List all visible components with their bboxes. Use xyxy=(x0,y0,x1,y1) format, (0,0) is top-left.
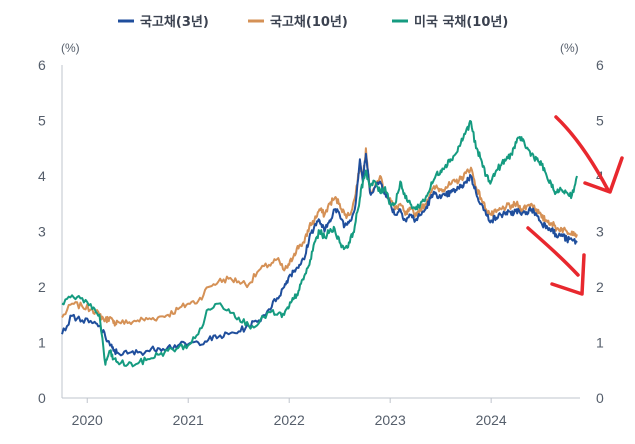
legend-label: 국고채(10년) xyxy=(270,15,348,30)
chart-legend: 국고채(3년) 국고채(10년) 미국 국채(10년) xyxy=(118,14,508,30)
series-line-2 xyxy=(61,120,578,368)
y-tick-label-right: 3 xyxy=(596,224,604,240)
series-line-0 xyxy=(61,152,578,357)
x-tick-label: 2023 xyxy=(375,412,406,428)
arrow-lower-head xyxy=(550,253,586,296)
series-line-1 xyxy=(61,147,578,327)
y-tick-label-left: 0 xyxy=(38,390,46,406)
x-tick-label: 2022 xyxy=(274,412,305,428)
x-tick-label: 2024 xyxy=(476,412,507,428)
arrow-upper-head xyxy=(583,156,624,194)
y-tick-label-left: 3 xyxy=(38,224,46,240)
y-tick-label-left: 5 xyxy=(38,113,46,129)
y-tick-label-right: 0 xyxy=(596,390,604,406)
x-axis-ticks: 2020 2021 2022 2023 2024 xyxy=(72,398,507,428)
y-tick-label-right: 2 xyxy=(596,279,604,295)
y-unit-right: (%) xyxy=(560,41,579,55)
plot-frame xyxy=(61,65,580,399)
y-axis-left-ticks: 0 1 2 3 4 5 6 xyxy=(38,57,46,406)
series-lines xyxy=(61,120,578,368)
y-tick-label-right: 5 xyxy=(596,113,604,129)
legend-label: 국고채(3년) xyxy=(140,15,209,30)
y-tick-label-left: 1 xyxy=(38,335,46,351)
x-tick-label: 2020 xyxy=(72,412,103,428)
y-unit-left: (%) xyxy=(61,41,80,55)
red-arrow-annotations xyxy=(526,115,624,296)
arrow-upper-shaft xyxy=(554,115,610,192)
x-tick-label: 2021 xyxy=(173,412,204,428)
y-tick-label-right: 1 xyxy=(596,335,604,351)
y-tick-label-left: 4 xyxy=(38,168,46,184)
y-tick-label-left: 6 xyxy=(38,57,46,73)
y-tick-label-right: 6 xyxy=(596,57,604,73)
legend-label: 미국 국채(10년) xyxy=(414,14,508,30)
arrow-lower-shaft xyxy=(526,226,580,277)
y-tick-label-left: 2 xyxy=(38,279,46,295)
